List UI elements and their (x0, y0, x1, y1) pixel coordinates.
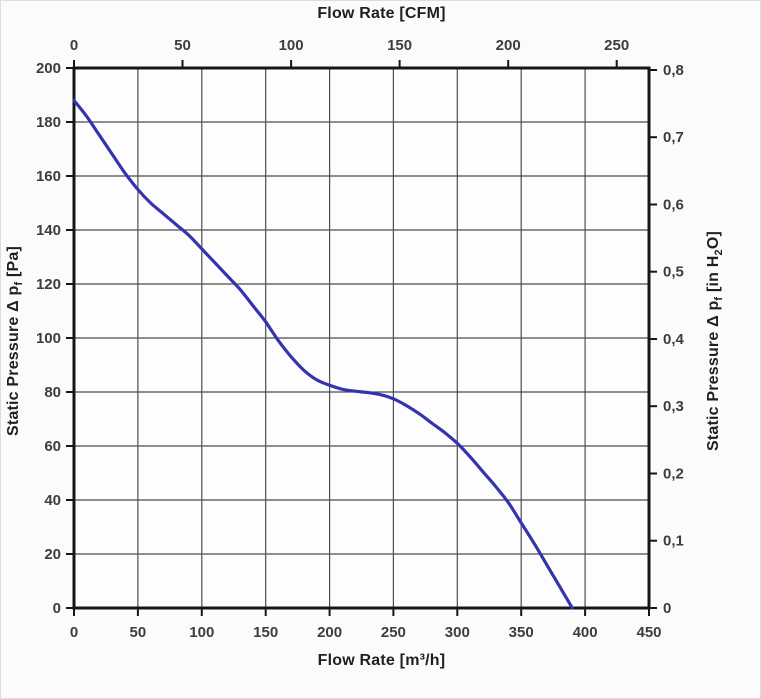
right-tick-label: 0,6 (663, 197, 684, 214)
bottom-axis-title: Flow Rate [m³/h] (1, 652, 760, 670)
right-tick-label: 0,7 (663, 129, 684, 146)
y-tick-label: 40 (44, 492, 61, 509)
top-axis-title: Flow Rate [CFM] (1, 5, 760, 23)
right-tick-label: 0,2 (663, 466, 684, 483)
y-tick-label: 120 (36, 276, 61, 293)
left-axis-title: Static Pressure Δ pf [Pa] (2, 191, 28, 491)
x-tick-label: 250 (381, 624, 406, 641)
top-tick-label: 200 (496, 37, 521, 54)
right-tick-label: 0,5 (663, 264, 684, 281)
x-tick-label: 0 (70, 624, 78, 641)
y-tick-label: 100 (36, 330, 61, 347)
right-tick-label: 0,3 (663, 398, 684, 415)
pressure-curve (72, 98, 574, 610)
bottom-axis-title-text: Flow Rate [m³/h] (317, 652, 446, 669)
x-tick-label: 400 (573, 624, 598, 641)
x-tick-label: 450 (636, 624, 661, 641)
top-tick-label: 250 (604, 37, 629, 54)
x-tick-label: 100 (189, 624, 214, 641)
top-tick-label: 150 (387, 37, 412, 54)
top-tick-label: 100 (279, 37, 304, 54)
right-tick-label: 0,8 (663, 62, 684, 79)
x-tick-label: 50 (130, 624, 147, 641)
left-axis-title-text: Static Pressure Δ pf [Pa] (4, 245, 26, 437)
y-tick-label: 60 (44, 438, 61, 455)
right-tick-label: 0,1 (663, 533, 684, 550)
y-tick-label: 200 (36, 60, 61, 77)
top-tick-label: 0 (70, 37, 78, 54)
y-tick-label: 160 (36, 168, 61, 185)
right-tick-label: 0,4 (663, 331, 685, 348)
right-axis-title: Static Pressure Δ pf [in H2O] (702, 191, 728, 491)
y-tick-label: 20 (44, 546, 61, 563)
x-tick-label: 300 (445, 624, 470, 641)
y-tick-label: 140 (36, 222, 61, 239)
x-tick-label: 150 (253, 624, 278, 641)
x-tick-label: 350 (509, 624, 534, 641)
top-axis-title-text: Flow Rate [CFM] (317, 5, 446, 22)
y-tick-label: 0 (53, 600, 61, 617)
x-tick-label: 200 (317, 624, 342, 641)
right-tick-label: 0 (663, 600, 671, 617)
right-axis-title-text: Static Pressure Δ pf [in H2O] (704, 230, 726, 452)
y-tick-label: 180 (36, 114, 61, 131)
y-tick-label: 80 (44, 384, 61, 401)
top-tick-label: 50 (174, 37, 191, 54)
